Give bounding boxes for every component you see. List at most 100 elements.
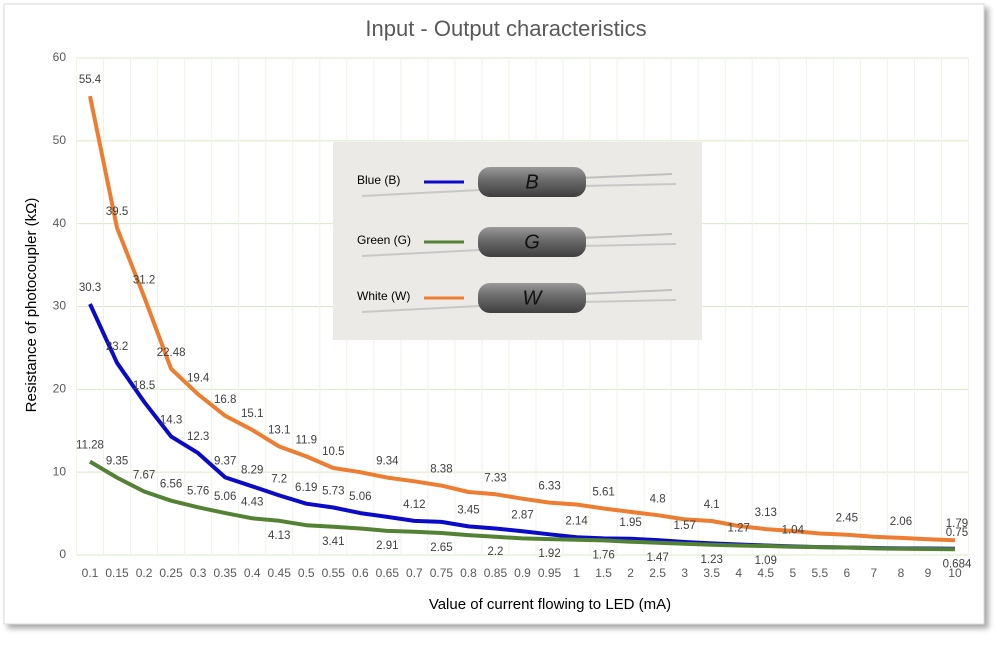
x-tick-label: 8 xyxy=(898,566,905,580)
x-tick-label: 0.75 xyxy=(430,566,454,580)
x-tick-label: 0.5 xyxy=(298,566,315,580)
data-label: 5.73 xyxy=(322,486,344,498)
data-label: 18.5 xyxy=(133,380,155,392)
x-tick-label: 9 xyxy=(925,566,932,580)
photo-lead xyxy=(579,183,677,187)
data-label: 6.19 xyxy=(295,482,317,494)
chart-title: Input - Output characteristics xyxy=(365,16,646,41)
legend-label: Green (G) xyxy=(357,233,411,247)
data-label: 2.91 xyxy=(376,540,398,552)
data-label: 5.06 xyxy=(214,491,236,503)
photocoupler xyxy=(478,283,586,313)
x-tick-label: 1 xyxy=(573,566,580,580)
x-tick-label: 0.15 xyxy=(105,566,129,580)
series-line xyxy=(88,95,956,543)
data-label: 2.45 xyxy=(836,513,858,525)
data-label: 4.13 xyxy=(268,530,290,542)
data-label: 13.1 xyxy=(268,425,290,437)
photo-lead xyxy=(361,305,481,313)
photocoupler xyxy=(478,167,586,197)
photo-lead xyxy=(579,233,673,239)
x-tick-label: 0.65 xyxy=(376,566,400,580)
x-tick-label: 3 xyxy=(681,566,688,580)
y-axis-label: Resistance of photocoupler (kΩ) xyxy=(23,198,40,413)
series-line xyxy=(88,459,956,552)
data-label: 6.56 xyxy=(160,479,182,491)
photo-lead xyxy=(361,249,481,257)
data-label: 1.79 xyxy=(946,518,968,530)
data-label: 0.684 xyxy=(943,558,972,570)
data-label: 7.67 xyxy=(133,469,155,481)
x-tick-label: 0.8 xyxy=(460,566,477,580)
x-tick-label: 5 xyxy=(789,566,796,580)
y-tick-label: 10 xyxy=(53,464,67,478)
legend-label: Blue (B) xyxy=(357,173,400,187)
data-label: 30.3 xyxy=(79,282,101,294)
grid: 0 10 20 30 40 50 60 0.1 0.15 0.2 0.25 0.3 0.35 0.4 0.4… xyxy=(53,50,969,580)
y-tick-label: 60 xyxy=(53,50,67,64)
x-tick-label: 10 xyxy=(948,566,962,580)
photo-lead xyxy=(579,289,673,295)
legend-label: White (W) xyxy=(357,289,410,303)
y-tick-label: 50 xyxy=(53,133,67,147)
photo-lead xyxy=(361,189,481,197)
data-label: 31.2 xyxy=(133,275,155,287)
x-tick-label: 0.4 xyxy=(244,566,261,580)
data-label: 2.06 xyxy=(890,516,912,528)
photo: B Blue (B) G Green (G) W White (W) xyxy=(333,142,702,340)
data-label: 0.75 xyxy=(946,527,968,539)
x-tick-label: 0.1 xyxy=(82,566,99,580)
x-tick-label: 1.5 xyxy=(595,566,612,580)
x-tick-label: 0.45 xyxy=(268,566,292,580)
x-tick-label: 4.5 xyxy=(757,566,774,580)
x-tick-label: 2.5 xyxy=(649,566,666,580)
photo-lead xyxy=(579,173,673,179)
y-tick-label: 20 xyxy=(53,382,67,396)
data-label: 2.2 xyxy=(487,546,503,558)
data-label: 8.29 xyxy=(241,464,263,476)
y-tick-label: 40 xyxy=(53,216,67,230)
x-tick-label: 2 xyxy=(627,566,634,580)
data-label: 4.8 xyxy=(650,493,666,505)
data-label: 2.65 xyxy=(430,542,452,554)
photo-lead xyxy=(579,243,677,247)
data-label: 1.92 xyxy=(538,548,560,560)
x-tick-label: 0.6 xyxy=(352,566,369,580)
data-label: 39.5 xyxy=(106,206,128,218)
data-label: 9.34 xyxy=(376,456,399,468)
x-tick-label: 6 xyxy=(844,566,851,580)
y-tick-label: 0 xyxy=(59,547,66,561)
data-label: 3.41 xyxy=(322,536,344,548)
data-label: 9.35 xyxy=(106,456,128,468)
x-tick-label: 7 xyxy=(871,566,878,580)
data-label: 10.5 xyxy=(322,446,344,458)
x-tick-label: 0.3 xyxy=(190,566,207,580)
data-label: 55.4 xyxy=(79,74,102,86)
photocoupler xyxy=(478,227,586,257)
data-label: 3.13 xyxy=(755,507,777,519)
data-label: 1.04 xyxy=(782,524,805,536)
data-label: 1.09 xyxy=(755,555,777,567)
x-axis-label: Value of current flowing to LED (mA) xyxy=(429,596,671,613)
data-label: 12.3 xyxy=(187,431,209,443)
x-tick-label: 0.85 xyxy=(484,566,508,580)
x-tick-label: 0.7 xyxy=(406,566,423,580)
photo-letter: B xyxy=(525,171,538,193)
data-label: 7.2 xyxy=(271,473,287,485)
data-label: 5.06 xyxy=(349,491,371,503)
data-label: 14.3 xyxy=(160,415,182,427)
photo-lead xyxy=(579,299,677,303)
data-label: 6.33 xyxy=(538,481,560,493)
x-tick-label: 4 xyxy=(735,566,742,580)
x-tick-label: 3.5 xyxy=(703,566,720,580)
data-label: 8.38 xyxy=(430,464,452,476)
data-label: 7.33 xyxy=(484,472,506,484)
data-label: 1.76 xyxy=(592,549,614,561)
data-label: 1.47 xyxy=(646,552,668,564)
data-label: 4.12 xyxy=(403,499,425,511)
data-label: 1.95 xyxy=(619,517,641,529)
photo-letter: G xyxy=(524,231,540,253)
data-label: 11.9 xyxy=(295,434,317,446)
